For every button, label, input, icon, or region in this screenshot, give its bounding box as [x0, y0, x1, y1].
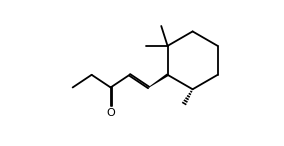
Text: O: O	[106, 108, 115, 118]
Polygon shape	[148, 74, 168, 88]
